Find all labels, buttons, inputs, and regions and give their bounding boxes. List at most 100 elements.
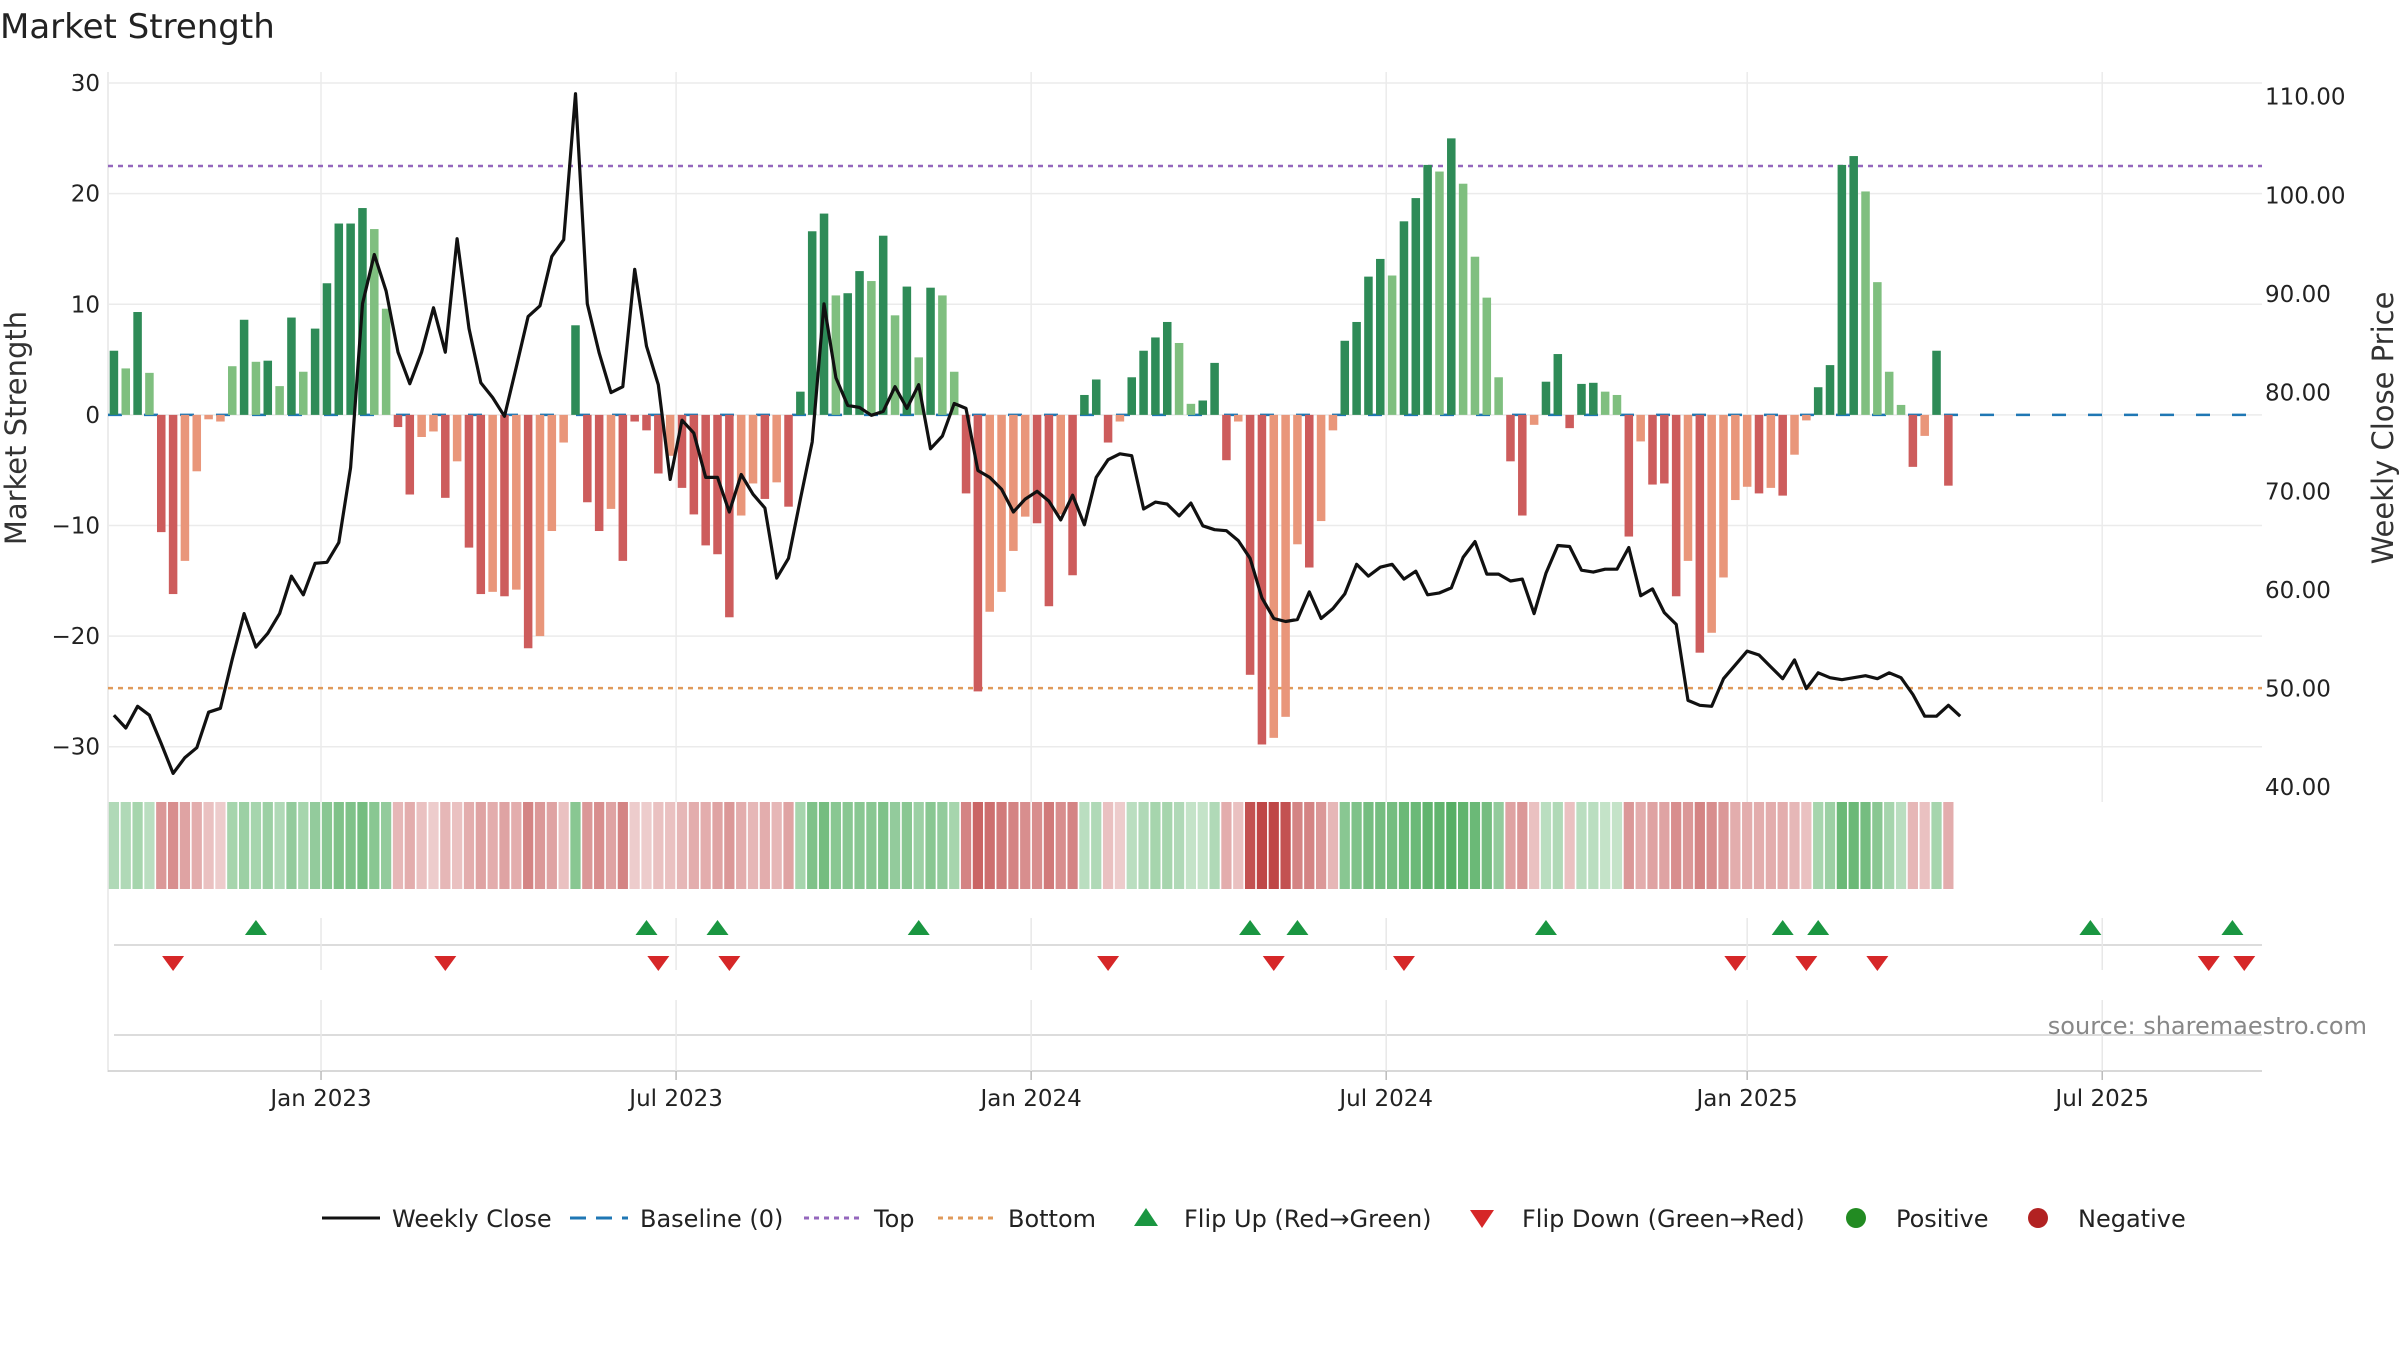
legend-item: Weekly Close: [322, 1205, 552, 1233]
strength-bar: [1896, 404, 1906, 415]
flip-down-marker: [1866, 956, 1889, 971]
strength-bar: [594, 414, 604, 532]
strength-bar: [1541, 381, 1551, 415]
strength-tile: [1742, 802, 1753, 889]
strength-bar: [500, 414, 509, 597]
strength-bar: [512, 414, 521, 590]
right-y-tick-label: 80.00: [2265, 381, 2331, 407]
strength-bar: [1091, 379, 1101, 415]
strength-bar: [1352, 321, 1361, 415]
flip-down-marker: [1392, 956, 1415, 971]
strength-tile: [665, 802, 676, 889]
strength-tile: [1091, 802, 1102, 889]
strength-bar: [1612, 394, 1622, 415]
strength-tile: [1209, 802, 1220, 889]
strength-bar: [867, 281, 876, 415]
strength-tile: [309, 802, 321, 889]
strength-tile: [1540, 802, 1552, 889]
strength-tile: [1505, 802, 1516, 889]
strength-bar: [1340, 340, 1350, 415]
strength-tile: [156, 802, 167, 889]
strength-tile: [1706, 802, 1717, 889]
strength-bar: [1731, 414, 1740, 501]
legend-swatch: [1846, 1208, 1866, 1228]
strength-tile: [1008, 802, 1019, 889]
strength-bar: [441, 414, 450, 498]
strength-bar: [1032, 414, 1042, 524]
strength-tile: [1635, 802, 1646, 889]
strength-tile: [1221, 802, 1232, 889]
strength-tile: [617, 802, 628, 889]
strength-bar: [1802, 414, 1811, 421]
left-y-tick-label: −10: [51, 513, 100, 539]
strength-bar: [1932, 350, 1941, 415]
strength-bar: [263, 360, 273, 415]
strength-tile: [1517, 802, 1528, 889]
strength-tile: [712, 802, 723, 889]
strength-tile: [1789, 802, 1800, 889]
right-y-tick-label: 110.00: [2265, 85, 2345, 111]
strength-bar: [1423, 164, 1432, 415]
strength-bar: [772, 414, 781, 483]
strength-tile: [357, 802, 368, 889]
strength-tile: [1363, 802, 1374, 889]
strength-tile: [191, 802, 202, 889]
weekly-close-series: [112, 92, 1962, 776]
strength-tile: [1529, 802, 1540, 889]
strength-tile: [700, 802, 711, 889]
flip-down-marker: [718, 956, 741, 971]
strength-bar: [1529, 414, 1539, 425]
right-y-tick-label: 90.00: [2265, 282, 2331, 308]
strength-bar: [381, 308, 391, 415]
strength-bar: [322, 283, 332, 415]
strength-tile: [605, 802, 617, 889]
strength-tile: [1043, 802, 1055, 889]
strength-bar: [370, 229, 379, 415]
strength-tile: [203, 802, 214, 889]
source-credit: source: sharemaestro.com: [2048, 1012, 2367, 1040]
strength-bar: [926, 287, 935, 415]
strength-bar: [1577, 383, 1586, 415]
x-tick-label: Jan 2025: [1695, 1086, 1798, 1112]
strength-bar: [1127, 377, 1137, 415]
strength-bar: [677, 414, 687, 488]
strength-tile: [1410, 802, 1421, 889]
strength-bar: [121, 368, 131, 415]
strength-tile: [381, 802, 392, 889]
strength-tile: [1801, 802, 1812, 889]
strength-bar: [346, 223, 355, 415]
strength-bar: [1293, 414, 1302, 545]
strength-tile: [558, 802, 569, 889]
strength-tile: [795, 802, 806, 889]
strength-bar: [642, 414, 651, 431]
strength-bar: [1328, 414, 1338, 431]
strength-bar: [1683, 414, 1693, 561]
strength-tile: [1398, 802, 1410, 889]
flip-up-marker: [1534, 920, 1557, 935]
strength-tile: [546, 802, 557, 889]
strength-bar: [1624, 414, 1634, 537]
strength-tile: [842, 802, 853, 889]
strength-tile: [487, 802, 498, 889]
strength-bar: [606, 414, 616, 509]
strength-tile: [1671, 802, 1682, 889]
strength-bar: [1837, 164, 1847, 415]
strength-tile: [369, 802, 380, 889]
strength-bar: [1470, 256, 1480, 415]
x-tick-label: Jan 2023: [268, 1086, 371, 1112]
strength-bar: [961, 414, 971, 494]
strength-bar: [618, 414, 628, 561]
left-y-axis: 30 20 10 0 −10 −20 −30: [51, 71, 100, 761]
right-y-axis: 110.00 100.00 90.00 80.00 70.00 60.00 50.00 40.…: [2265, 85, 2345, 802]
strength-bar: [1458, 183, 1468, 415]
x-tick-label: Jul 2025: [2053, 1086, 2149, 1112]
strength-bar: [985, 414, 994, 612]
legend-label: Positive: [1896, 1205, 1989, 1233]
strength-bar: [1151, 337, 1160, 415]
flip-down-marker: [2197, 956, 2220, 971]
strength-tile: [238, 802, 250, 889]
strength-tile: [167, 802, 179, 889]
x-tick-label: Jan 2024: [978, 1086, 1081, 1112]
left-y-tick-label: −20: [51, 624, 100, 650]
strength-tile: [960, 802, 972, 889]
